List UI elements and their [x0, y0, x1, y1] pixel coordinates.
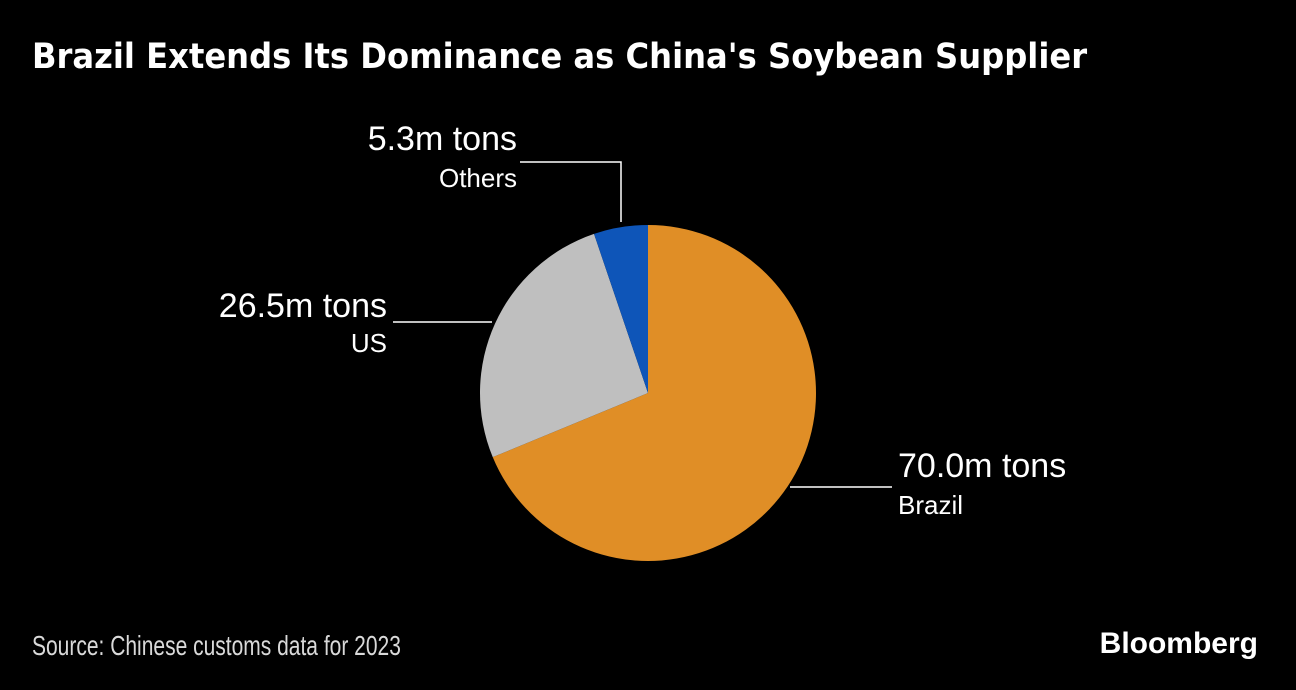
source-note: Source: Chinese customs data for 2023 [32, 630, 401, 661]
others-name-label: Others [438, 163, 517, 193]
pie-slice-group [480, 224, 817, 562]
bloomberg-logo: Bloomberg [1099, 627, 1258, 660]
others-value-label: 5.3m tons [367, 120, 517, 158]
pie-slice-others [594, 225, 648, 393]
leader-line-others [520, 161, 622, 222]
chart-title: Brazil Extends Its Dominance as China's … [32, 37, 1088, 77]
brazil-name-label: Brazil [898, 490, 964, 520]
us-name-label: US [350, 328, 387, 358]
pie-slice-us [480, 233, 648, 458]
us-value-label: 26.5m tons [218, 287, 387, 325]
pie-slice-brazil [492, 224, 817, 562]
brazil-value-label: 70.0m tons [898, 447, 1067, 485]
